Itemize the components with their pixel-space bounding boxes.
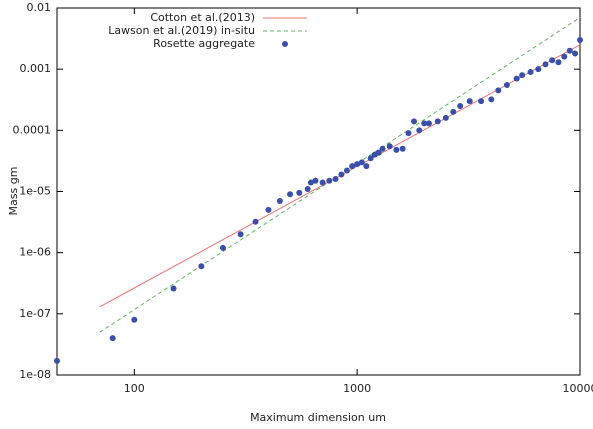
- data-point: [488, 96, 495, 103]
- data-point: [466, 98, 473, 105]
- data-point: [349, 163, 356, 170]
- data-point: [416, 127, 423, 134]
- data-point: [450, 108, 457, 115]
- data-point: [354, 161, 361, 168]
- data-point: [54, 357, 60, 364]
- data-point: [296, 189, 303, 196]
- data-point: [304, 185, 311, 192]
- data-point: [503, 82, 510, 89]
- y-tick-label: 0.001: [20, 62, 52, 75]
- data-point: [411, 118, 418, 125]
- data-point: [478, 98, 485, 105]
- data-point: [367, 155, 374, 162]
- data-point: [513, 75, 520, 82]
- data-point: [307, 179, 314, 186]
- data-point: [405, 130, 412, 137]
- data-point: [379, 145, 386, 152]
- x-tick-label: 1000: [343, 382, 371, 395]
- data-point: [542, 61, 549, 68]
- y-tick-label: 1e-07: [19, 307, 51, 320]
- data-point: [170, 285, 177, 292]
- data-point: [343, 167, 350, 174]
- data-point: [386, 143, 393, 150]
- x-tick-label: 10000: [563, 382, 593, 395]
- y-axis-label: Mass gm: [7, 167, 20, 216]
- legend-label: Lawson et al.(2019) in-situ: [108, 24, 255, 37]
- data-point: [577, 36, 583, 43]
- data-point: [442, 114, 449, 121]
- data-point: [332, 176, 339, 183]
- data-point: [265, 206, 272, 213]
- legend-swatch: [282, 41, 288, 47]
- data-point: [326, 177, 333, 184]
- data-point: [287, 191, 294, 198]
- legend-label: Cotton et al.(2013): [150, 11, 255, 24]
- data-point: [425, 120, 432, 127]
- data-point: [338, 171, 345, 178]
- data-point: [421, 120, 428, 127]
- x-axis-label: Maximum dimension um: [250, 411, 386, 424]
- data-point: [198, 263, 205, 270]
- data-point: [434, 118, 441, 125]
- data-point: [549, 57, 556, 64]
- data-point: [519, 72, 526, 79]
- y-tick-label: 1e-06: [19, 246, 51, 259]
- data-point: [527, 68, 534, 75]
- data-point: [457, 102, 464, 109]
- data-point: [375, 149, 382, 156]
- y-tick-label: 0.01: [27, 1, 52, 14]
- data-point: [312, 177, 319, 184]
- y-tick-label: 0.0001: [13, 123, 52, 136]
- legend-label: Rosette aggregate: [153, 37, 255, 50]
- data-point: [358, 159, 365, 166]
- data-point: [319, 179, 326, 186]
- y-tick-label: 1e-05: [19, 185, 51, 198]
- data-point: [561, 53, 568, 60]
- data-point: [555, 59, 562, 66]
- data-point: [109, 335, 116, 342]
- data-point: [131, 316, 138, 323]
- data-point: [363, 163, 370, 170]
- data-point: [219, 244, 226, 251]
- data-point: [572, 50, 579, 57]
- data-point: [535, 66, 542, 73]
- data-point: [252, 218, 259, 225]
- data-point: [566, 47, 573, 54]
- data-point: [393, 146, 400, 153]
- data-point: [276, 197, 283, 204]
- y-tick-label: 1e-08: [19, 368, 51, 381]
- data-point: [399, 145, 406, 152]
- data-point: [495, 87, 502, 94]
- data-point: [237, 231, 244, 238]
- x-tick-label: 100: [124, 382, 145, 395]
